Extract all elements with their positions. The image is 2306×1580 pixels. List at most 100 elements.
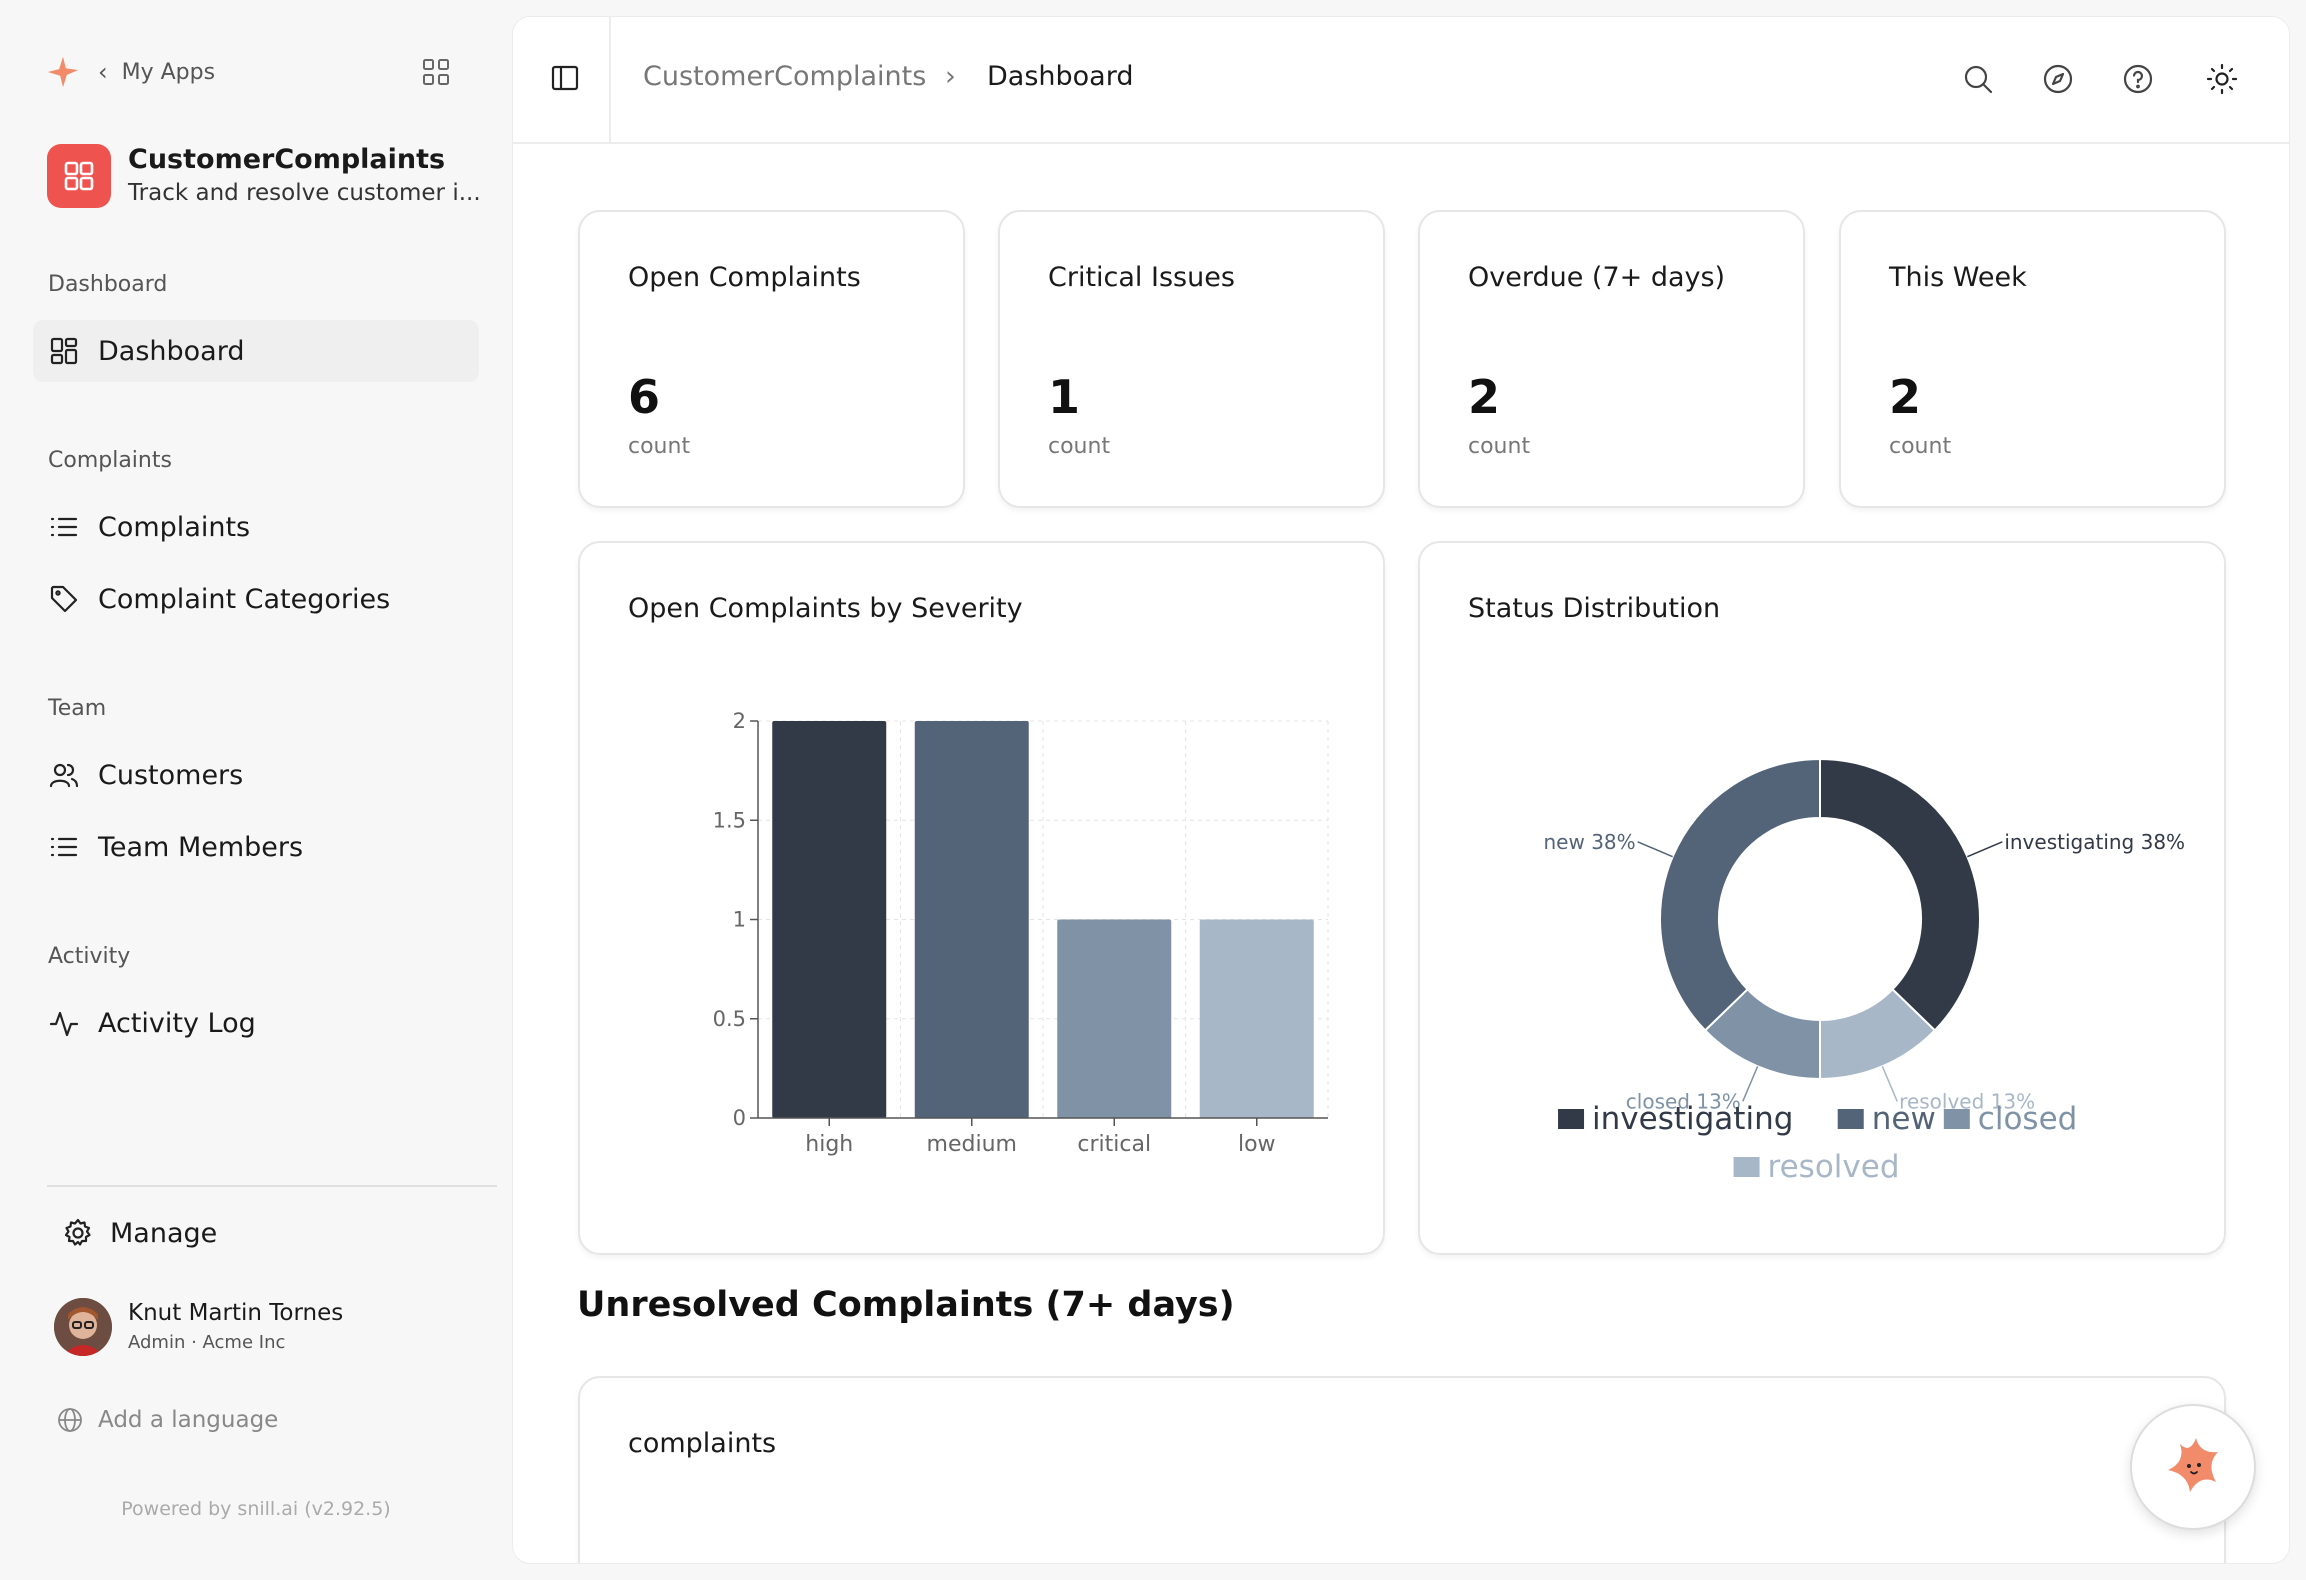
stat-card-open-complaints[interactable]: Open Complaints 6 count <box>578 210 965 508</box>
stat-unit: count <box>1468 434 1531 459</box>
panel-title: Status Distribution <box>1468 593 1721 624</box>
dashboard-icon <box>64 161 94 191</box>
x-tick-label: critical <box>1077 1132 1151 1157</box>
app-name: CustomerComplaints <box>128 144 446 175</box>
back-chevron-icon[interactable]: ‹ <box>98 58 108 86</box>
breadcrumb-current: Dashboard <box>987 61 1134 92</box>
slice-label: investigating 38% <box>2004 830 2185 854</box>
top-navigation: ‹ My Apps <box>44 52 464 92</box>
y-tick-label: 0 <box>733 1106 746 1130</box>
legend-swatch <box>1943 1109 1970 1129</box>
stat-title: Critical Issues <box>1048 262 1235 293</box>
legend-label: investigating <box>1592 1101 1793 1137</box>
stat-unit: count <box>1048 434 1111 459</box>
slice-leader-line <box>1742 1066 1759 1102</box>
legend-swatch <box>1558 1109 1585 1129</box>
compass-icon[interactable] <box>2041 62 2075 96</box>
section-label-dashboard: Dashboard <box>48 272 168 297</box>
legend-label: closed <box>1978 1101 2078 1137</box>
app-icon <box>47 144 111 208</box>
legend-swatch <box>1733 1157 1760 1177</box>
powered-by: Powered by snill.ai (v2.92.5) <box>121 1498 391 1520</box>
search-icon[interactable] <box>1961 62 1995 96</box>
slice-investigating <box>1819 757 1981 1032</box>
assistant-button[interactable] <box>2130 1404 2256 1530</box>
user-name: Knut Martin Tornes <box>128 1300 344 1326</box>
sidebar-item-label: Team Members <box>98 831 304 863</box>
x-tick-label: medium <box>927 1132 1017 1157</box>
stat-title: This Week <box>1889 262 2027 293</box>
legend-swatch <box>1837 1109 1864 1129</box>
sidebar-item-complaint-categories[interactable]: Complaint Categories <box>33 568 479 630</box>
status-donut-chart: investigating 38%resolved 13%closed 13%n… <box>1544 757 2185 1185</box>
sidebar-item-team-members[interactable]: Team Members <box>33 816 479 878</box>
list-icon <box>50 837 78 857</box>
bar-critical <box>1057 919 1172 1118</box>
unresolved-complaints-table: complaints <box>578 1376 2226 1563</box>
user-role: Admin · Acme Inc <box>128 1332 286 1353</box>
x-tick-label: high <box>805 1132 853 1157</box>
stat-unit: count <box>628 434 691 459</box>
list-icon <box>50 517 78 537</box>
slice-leader-line <box>1967 841 2003 858</box>
stat-value: 2 <box>1889 370 1922 424</box>
sidebar-divider <box>47 1185 497 1187</box>
sidebar-item-label: Activity Log <box>98 1007 256 1039</box>
main-panel: CustomerComplaints › Dashboard Open Comp… <box>512 16 2290 1564</box>
slice-label: new 38% <box>1544 830 1636 854</box>
apps-grid-icon[interactable] <box>420 56 452 88</box>
slice-new <box>1659 757 1821 1032</box>
stat-value: 6 <box>628 370 661 424</box>
user-profile[interactable]: Knut Martin Tornes Admin · Acme Inc <box>54 1298 474 1358</box>
slice-leader-line <box>1637 841 1673 858</box>
globe-icon <box>58 1408 82 1432</box>
sidebar-toggle-icon[interactable] <box>549 62 581 94</box>
legend-label: resolved <box>1768 1149 1900 1185</box>
app-header[interactable]: CustomerComplaints Track and resolve cus… <box>47 142 487 210</box>
sidebar-item-dashboard[interactable]: Dashboard <box>33 320 479 382</box>
tag-icon <box>50 585 78 613</box>
bar-medium <box>914 721 1029 1118</box>
x-tick-label: low <box>1238 1132 1276 1157</box>
stat-value: 1 <box>1048 370 1081 424</box>
app-description: Track and resolve customer i... <box>128 180 481 206</box>
sidebar: ‹ My Apps CustomerComplaints Track and r… <box>0 0 512 1580</box>
slice-label: closed 13% <box>1626 1089 1741 1113</box>
legend-label: new <box>1872 1101 1936 1137</box>
activity-icon <box>49 1011 79 1037</box>
y-tick-label: 1 <box>733 908 746 932</box>
y-tick-label: 0.5 <box>713 1007 746 1031</box>
manage-button[interactable]: Manage <box>62 1213 217 1253</box>
snill-logo-icon[interactable] <box>44 53 82 91</box>
help-icon[interactable] <box>2121 62 2155 96</box>
stat-card-this-week[interactable]: This Week 2 count <box>1839 210 2226 508</box>
stat-card-critical-issues[interactable]: Critical Issues 1 count <box>998 210 1385 508</box>
stat-card-overdue[interactable]: Overdue (7+ days) 2 count <box>1418 210 1805 508</box>
section-label-team: Team <box>48 696 107 721</box>
sidebar-item-label: Dashboard <box>98 335 245 367</box>
stat-value: 2 <box>1468 370 1501 424</box>
add-language-button[interactable]: Add a language <box>56 1404 278 1436</box>
sidebar-item-activity-log[interactable]: Activity Log <box>33 992 479 1054</box>
bar-high <box>772 721 887 1118</box>
theme-sun-icon[interactable] <box>2205 62 2239 96</box>
breadcrumb-app[interactable]: CustomerComplaints <box>643 61 927 92</box>
users-icon <box>49 763 79 788</box>
section-label-complaints: Complaints <box>48 448 172 473</box>
add-language-label: Add a language <box>98 1407 279 1433</box>
gear-icon <box>64 1218 91 1246</box>
manage-label: Manage <box>110 1217 218 1249</box>
severity-bar-chart: 0 0.5 1 1.5 2 high medium critical low <box>713 709 1329 1157</box>
sidebar-item-complaints[interactable]: Complaints <box>33 496 479 558</box>
stat-title: Open Complaints <box>628 262 861 293</box>
avatar <box>54 1298 112 1356</box>
sidebar-item-customers[interactable]: Customers <box>33 744 479 806</box>
table-title: complaints <box>628 1428 777 1459</box>
stat-unit: count <box>1889 434 1952 459</box>
status-chart-card: Status Distribution investigating 38% res… <box>1418 541 2226 1255</box>
unresolved-section-title: Unresolved Complaints (7+ days) <box>577 1285 1235 1325</box>
severity-chart-card: Open Complaints by Severity 0 0.5 1 1.5 2 hig… <box>578 541 1385 1255</box>
assistant-star-icon <box>2168 1438 2218 1492</box>
my-apps-link[interactable]: My Apps <box>121 59 216 85</box>
stat-title: Overdue (7+ days) <box>1468 262 1726 293</box>
